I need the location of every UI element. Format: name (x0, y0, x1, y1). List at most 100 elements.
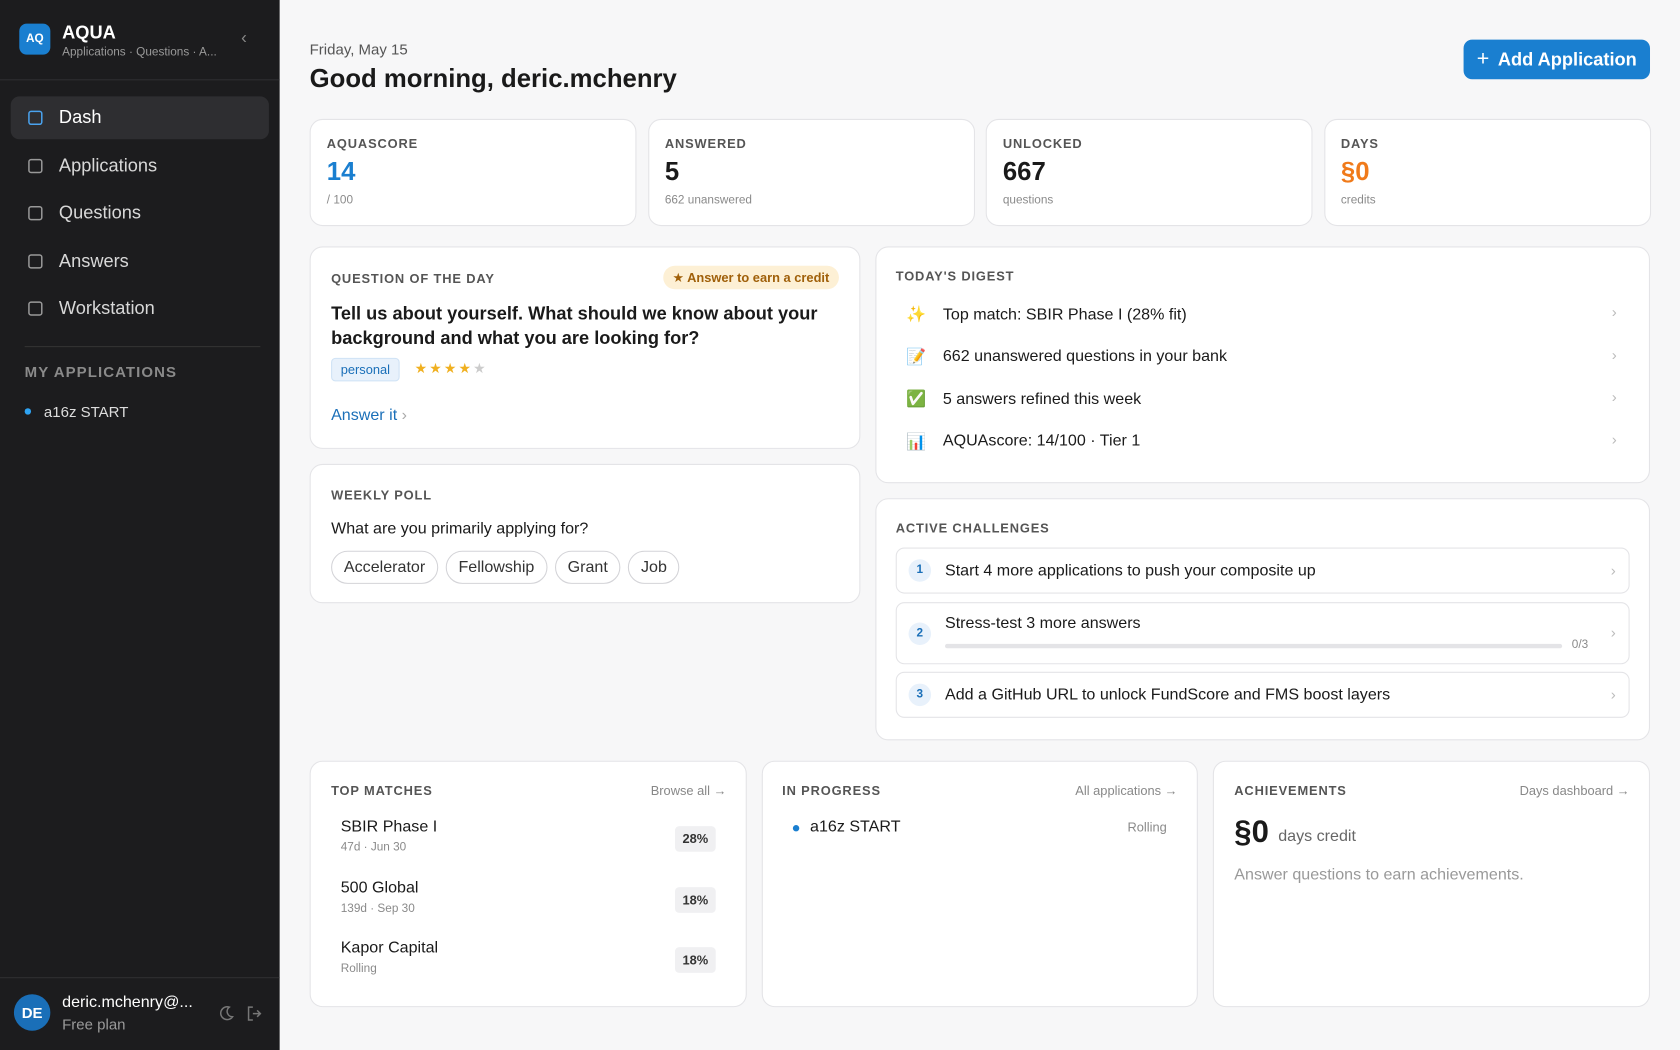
item-name: a16z START (810, 817, 901, 836)
rating: ★★★★★ (415, 360, 488, 377)
nav-icon (28, 158, 43, 173)
challenge[interactable]: 3 Add a GitHub URL to unlock FundScore an… (895, 671, 1630, 718)
nav-label: Questions (58, 202, 141, 223)
progress-label: 0/3 (1571, 638, 1589, 652)
match[interactable]: SBIR Phase I 47d · Jun 30 28% (311, 818, 746, 865)
days-link[interactable]: Days dashboard → (1519, 783, 1630, 799)
stat-label: DAYS (1340, 136, 1379, 152)
progress-item[interactable]: a16z START Rolling (763, 818, 1197, 842)
in-progress-card: IN PROGRESS All applications → a16z STAR… (761, 760, 1198, 1008)
poll-question: What are you primarily applying for? (331, 519, 589, 538)
stat-sub: / 100 (326, 193, 354, 207)
stat-label: UNLOCKED (1002, 136, 1083, 152)
divider (24, 346, 261, 348)
stat-label: ANSWERED (664, 136, 747, 152)
digest-item[interactable]: 📊 AQUAscore: 14/100 · Tier 1 › (896, 428, 1630, 454)
sidebar: AQ AQUA Applications · Questions · A... … (0, 0, 280, 1050)
digest-item[interactable]: 📝 662 unanswered questions in your bank › (896, 343, 1630, 369)
stat-card: DAYS §0 credits (1323, 118, 1651, 227)
stat-card: UNLOCKED 667 questions (985, 118, 1313, 227)
challenge[interactable]: 2 Stress-test 3 more answers › 0/3 (895, 602, 1630, 665)
question: Tell us about yourself. What should we k… (331, 303, 818, 349)
challenge-text: Add a GitHub URL to unlock FundScore and… (945, 685, 1391, 704)
credit-badge: ★ Answer to earn a credit (662, 265, 839, 290)
card-title: ACHIEVEMENTS (1234, 783, 1347, 799)
badge-text: Answer to earn a credit (687, 270, 830, 286)
collapse-button[interactable]: ‹ (241, 28, 247, 48)
card-title: IN PROGRESS (782, 783, 881, 799)
poll-option[interactable]: Fellowship (445, 550, 548, 584)
digest-text: 5 answers refined this week (942, 389, 1142, 408)
digest-icon: ✅ (906, 390, 927, 409)
status-dot (24, 408, 32, 415)
nav-item[interactable]: Dash (10, 96, 269, 140)
poll-option[interactable]: Accelerator (331, 550, 439, 584)
stat-value: 667 (1002, 157, 1046, 187)
chevron: › (1610, 560, 1616, 579)
match-fit: 18% (674, 947, 716, 973)
stat-value: 5 (664, 157, 680, 187)
nav-item[interactable]: Applications (11, 144, 269, 187)
stat-sub: 662 unanswered (664, 193, 752, 207)
chevron: › (1611, 388, 1617, 406)
digest-item[interactable]: ✨ Top match: SBIR Phase I (28% fit) › (896, 301, 1630, 327)
stat-card: AQUASCORE 14 / 100 (309, 118, 637, 227)
item-status: Rolling (1127, 819, 1167, 835)
match-meta: 47d · Jun 30 (340, 841, 407, 854)
digest-icon: ✨ (906, 305, 927, 324)
star: ★ (414, 360, 430, 377)
match-fit: 18% (674, 886, 716, 913)
match-meta: 139d · Sep 30 (340, 901, 415, 915)
user-email: deric.mchenry@... (62, 993, 193, 1012)
challenge-text: Stress-test 3 more answers (945, 613, 1141, 633)
nav-label: Dash (58, 107, 102, 128)
stat-sub: credits (1340, 193, 1376, 207)
stat-value: §0 (1340, 157, 1370, 187)
top-matches-card: TOP MATCHES Browse all → SBIR Phase I 47d… (309, 760, 747, 1008)
stat-label: AQUASCORE (326, 136, 419, 152)
empty-text: Answer questions to earn achievements. (1234, 865, 1524, 884)
user-plan: Free plan (62, 1015, 126, 1033)
app-subtitle: Applications · Questions · A... (62, 46, 217, 59)
answer-link[interactable]: Answer it › (331, 406, 407, 425)
credit-label: days credit (1278, 827, 1356, 846)
nav-item[interactable]: Questions (11, 192, 269, 235)
logout-button[interactable] (246, 1005, 263, 1022)
poll-options: Accelerator Fellowship Grant Job (331, 550, 687, 584)
chevron: › (1610, 685, 1616, 703)
digest-item[interactable]: ✅ 5 answers refined this week › (896, 386, 1630, 412)
nav-item[interactable]: Workstation (11, 287, 269, 330)
status-dot (792, 825, 800, 832)
match[interactable]: 500 Global 139d · Sep 30 18% (311, 878, 746, 925)
nav-item[interactable]: Answers (11, 239, 269, 282)
greeting: Good morning, deric.mchenry (309, 64, 677, 94)
theme-toggle[interactable] (218, 1005, 235, 1022)
section-title: MY APPLICATIONS (24, 363, 178, 381)
poll-option[interactable]: Grant (554, 550, 621, 584)
tag: personal (331, 357, 400, 382)
chevron: › (1611, 303, 1617, 321)
card-title: WEEKLY POLL (331, 487, 432, 503)
stat-card: ANSWERED 5 662 unanswered (647, 118, 975, 227)
match[interactable]: Kapor Capital Rolling 18% (311, 939, 746, 986)
challenge[interactable]: 1 Start 4 more applications to push your … (895, 547, 1630, 594)
avatar: DE (13, 994, 51, 1031)
browse-link[interactable]: Browse all → (650, 783, 727, 799)
add-application-button[interactable]: + Add Application (1463, 39, 1651, 80)
nav-icon (28, 253, 43, 269)
digest-icon: 📊 (906, 432, 927, 451)
app-item[interactable]: a16z START (24, 403, 128, 420)
stat-sub: questions (1002, 193, 1054, 207)
star: ★ (429, 360, 444, 377)
applications-link[interactable]: All applications → (1075, 783, 1178, 799)
match-name: Kapor Capital (340, 938, 439, 957)
divider (0, 977, 280, 979)
digest-text: Top match: SBIR Phase I (28% fit) (942, 304, 1187, 324)
poll-option[interactable]: Job (628, 550, 680, 584)
digest-text: AQUAscore: 14/100 · Tier 1 (942, 432, 1141, 451)
nav-label: Applications (58, 154, 158, 176)
challenge-number: 3 (908, 683, 932, 707)
nav-label: Workstation (58, 297, 155, 319)
digest-text: 662 unanswered questions in your bank (942, 347, 1227, 366)
